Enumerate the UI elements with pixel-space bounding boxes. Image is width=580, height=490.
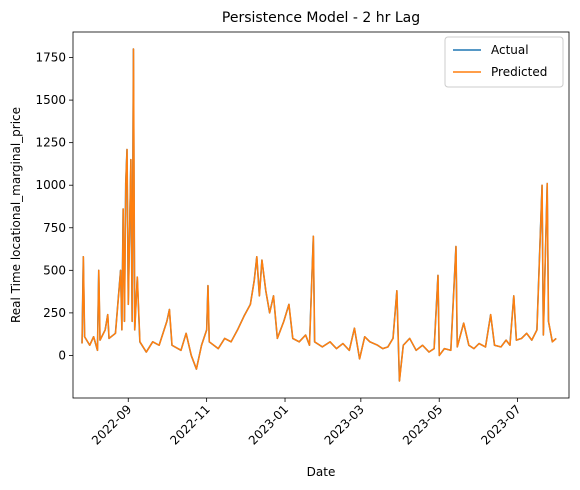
x-axis-label: Date <box>307 465 336 479</box>
y-tick-label: 1500 <box>35 93 66 107</box>
legend-label-predicted: Predicted <box>491 65 547 79</box>
axes-frame <box>72 31 570 399</box>
y-tick-label: 250 <box>43 306 66 320</box>
legend-label-actual: Actual <box>491 43 529 57</box>
y-tick-label: 500 <box>43 263 66 277</box>
y-tick-label: 1250 <box>35 136 66 150</box>
y-axis-label: Real Time locational_marginal_price <box>9 107 23 323</box>
legend: Actual Predicted <box>444 36 564 88</box>
y-tick-label: 0 <box>58 348 66 362</box>
series-layer <box>81 48 557 382</box>
y-axis-ticks: 0 250 500 750 1000 1250 1500 1750 <box>35 51 73 362</box>
series-line-predicted <box>81 48 557 382</box>
chart-title: Persistence Model - 2 hr Lag <box>222 10 420 26</box>
y-tick-label: 1750 <box>35 51 66 65</box>
y-tick-label: 750 <box>43 221 66 235</box>
y-tick-label: 1000 <box>35 178 66 192</box>
